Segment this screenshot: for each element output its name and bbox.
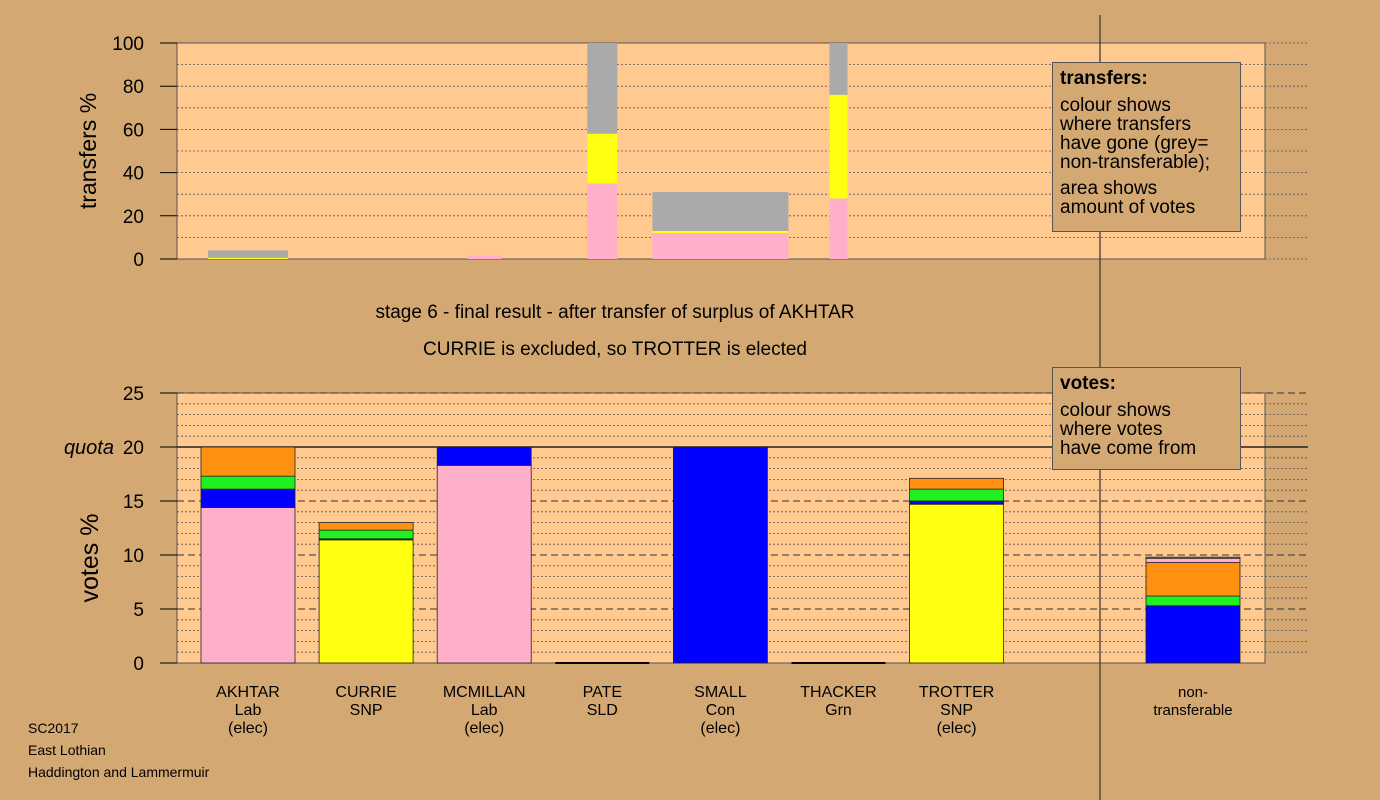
vote-bar-segment-grn [318,529,414,540]
vote-bar-segment-con [673,446,768,664]
votes-y-tick-label: 0 [133,654,144,675]
category-status-label: (elec) [228,720,268,737]
category-party-label: SNP [350,702,383,719]
chart-subtitle: CURRIE is excluded, so TROTTER is electe… [423,339,807,360]
category-party-label: Con [706,702,735,719]
votes-y-axis-label: votes % [76,514,104,603]
transfers-y-tick-label: 40 [123,164,144,185]
category-party-label: Lab [235,702,262,719]
category-party-label: Lab [471,702,498,719]
transfer-bar-segment-snp [829,94,848,199]
transfer-bar-segment-snp [208,257,288,259]
transfers-legend-line: non-transferable); [1060,152,1210,173]
category-name-label: MCMILLAN [443,684,526,701]
footer-election: SC2017 [28,720,79,736]
transfer-bar-segment-lab [467,255,502,259]
category-name-label: SMALL [694,684,747,701]
vote-bar-segment-snp [318,539,414,664]
vote-bar-segment-lab [200,507,296,664]
vote-bar-segment-sld [1145,562,1241,597]
category-name-label: AKHTAR [216,684,280,701]
transfers-legend-line: where transfers [1060,114,1191,135]
quota-label: quota [64,437,114,459]
category-name-label: CURRIE [335,684,396,701]
transfers-legend-line: area shows [1060,178,1158,199]
category-status-label: (elec) [937,720,977,737]
vote-bar-segment-sld [909,477,1004,490]
vote-bar-segment-lab [436,464,532,664]
transfer-bar-segment-snp [587,133,618,184]
vote-bar-segment-grn [200,475,296,490]
vote-bar-segment-sld [318,522,414,531]
votes-y-tick-label: 10 [123,546,144,567]
transfers-y-axis-label: transfers % [75,93,101,209]
transfers-y-tick-label: 80 [123,77,144,98]
category-name-label: non- [1178,684,1208,701]
category-status-label: (elec) [700,720,740,737]
vote-bar-segment-nontransferable [1145,556,1241,559]
transfers-legend: transfers: colour shows where transfers … [1052,62,1241,232]
votes-y-tick-label: 15 [123,492,144,513]
transfer-bar-segment-nontransferable [829,43,848,95]
vote-bar-segment-con [909,500,1004,505]
votes-legend-line: colour shows [1060,400,1171,421]
vote-bar-segment-con [200,488,296,508]
transfer-bar-segment-snp [652,230,789,234]
transfer-bar-segment-nontransferable [652,192,789,231]
vote-bar-segment-grn [1145,595,1241,607]
category-party-label: Grn [825,702,852,719]
chart-title: stage 6 - final result - after transfer … [375,302,854,323]
transfers-y-tick-label: 20 [123,207,144,228]
category-name-label: THACKER [800,684,876,701]
transfers-legend-line: amount of votes [1060,197,1196,218]
category-party-label: SNP [940,702,973,719]
category-status-label: (elec) [464,720,504,737]
votes-y-tick-label: 25 [123,384,144,405]
votes-legend-line: where votes [1060,419,1163,440]
transfer-bar-segment-lab [829,198,848,259]
vote-bar-segment-con [436,446,532,466]
vote-bar-segment-grn [909,488,1004,502]
votes-legend-title: votes: [1060,373,1116,394]
category-party-label: transferable [1153,702,1232,719]
vote-bar-segment-snp [909,503,1004,664]
transfers-legend-line: colour shows [1060,95,1171,116]
category-name-label: PATE [583,684,622,701]
footer-council: East Lothian [28,742,106,758]
footer-ward: Haddington and Lammermuir [28,764,210,780]
transfers-y-tick-label: 0 [133,250,144,271]
transfers-y-tick-label: 60 [123,120,144,141]
votes-y-tick-label: 5 [133,600,144,621]
category-party-label: SLD [587,702,618,719]
vote-bar-segment-sld [200,446,296,477]
transfers-legend-title: transfers: [1060,68,1148,89]
vote-bar-segment-con [1145,605,1241,664]
transfers-y-tick-label: 100 [112,34,144,55]
votes-legend-line: have come from [1060,438,1197,459]
transfer-bar-segment-lab [587,183,618,259]
votes-y-tick-label: 20 [123,438,144,459]
vote-bar-segment-lab [1145,557,1241,563]
votes-legend: votes: colour shows where votes have com… [1052,367,1241,470]
transfer-bar-segment-lab [652,233,789,259]
category-name-label: TROTTER [919,684,995,701]
transfer-bar-segment-nontransferable [208,250,288,258]
transfers-legend-line: have gone (grey= [1060,133,1209,154]
transfer-bar-segment-nontransferable [587,43,618,134]
